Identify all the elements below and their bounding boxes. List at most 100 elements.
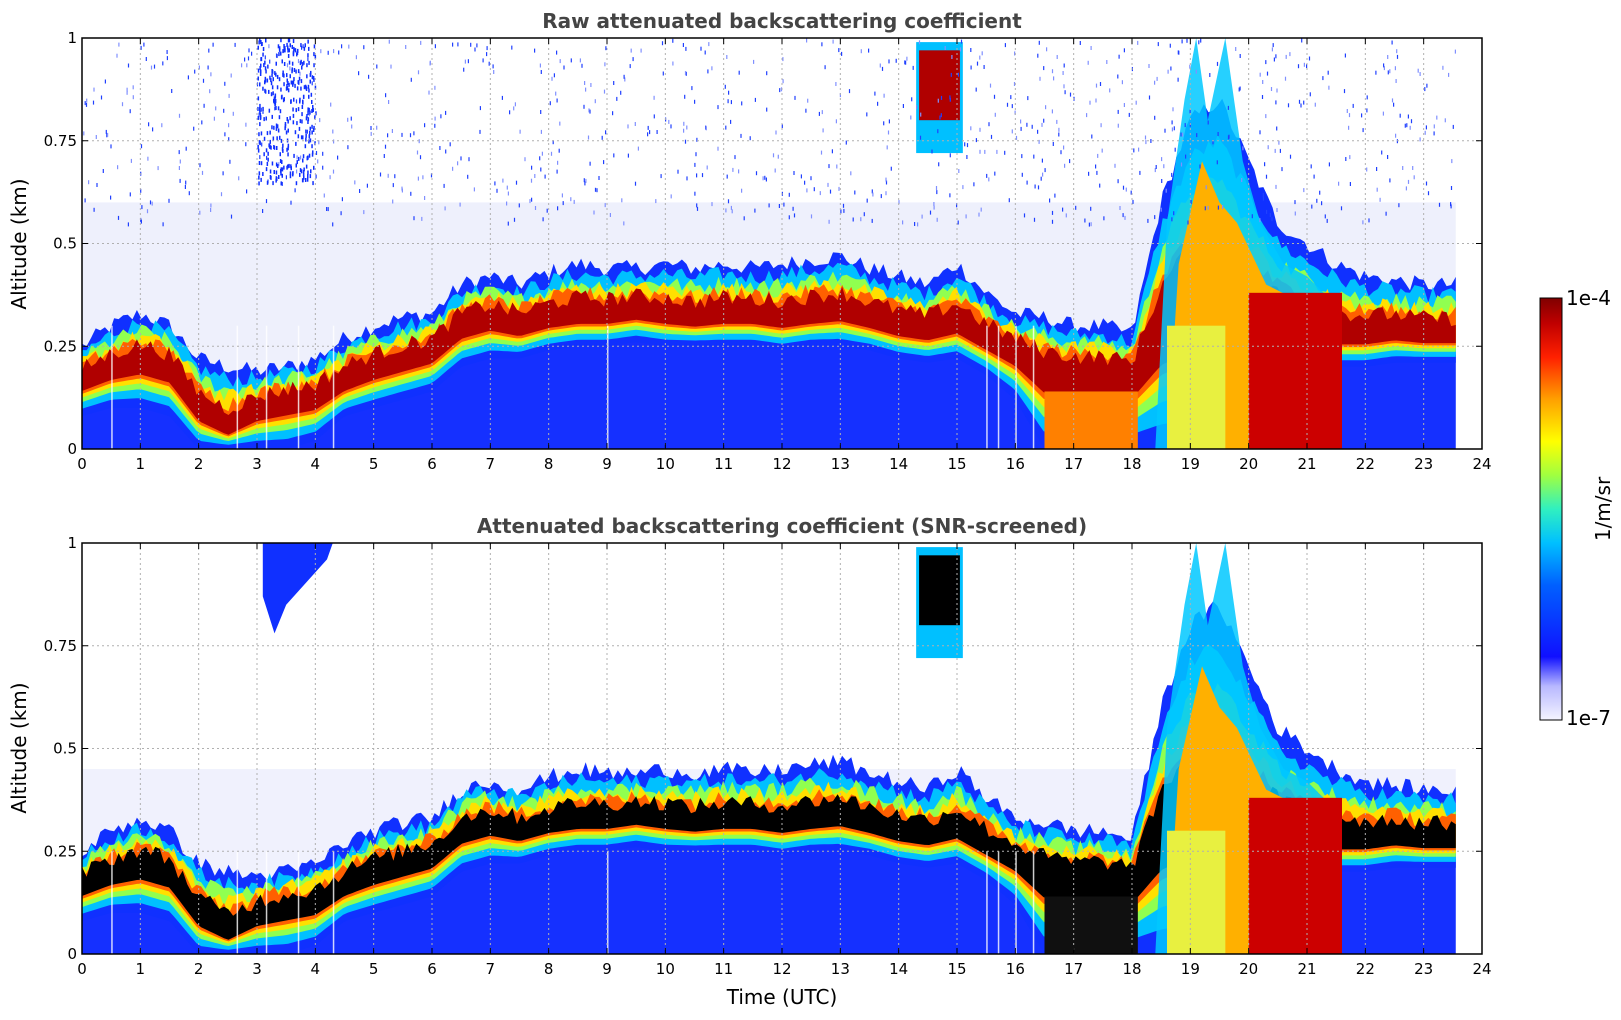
- panel-raw-ylabel: Altitude (km): [7, 178, 31, 309]
- noise-speckle: [289, 43, 291, 48]
- noise-speckle: [270, 145, 272, 150]
- noise-speckle: [1014, 51, 1016, 56]
- noise-speckle: [854, 190, 856, 195]
- noise-speckle: [1287, 103, 1290, 108]
- noise-speckle: [311, 152, 314, 157]
- noise-speckle: [301, 45, 303, 50]
- noise-speckle: [282, 70, 284, 75]
- x-tick-label: 10: [656, 455, 675, 473]
- noise-speckle: [280, 181, 282, 186]
- noise-speckle: [287, 143, 290, 148]
- noise-speckle: [1118, 54, 1120, 59]
- noise-speckle: [314, 115, 316, 120]
- noise-speckle: [1004, 150, 1006, 155]
- noise-speckle: [1395, 79, 1397, 83]
- noise-speckle: [501, 95, 503, 100]
- noise-speckle: [295, 108, 297, 113]
- noise-speckle: [126, 87, 128, 92]
- noise-speckle: [1177, 77, 1179, 82]
- noise-speckle: [251, 51, 253, 56]
- noise-speckle: [623, 221, 625, 226]
- noise-speckle: [289, 66, 291, 71]
- noise-speckle: [271, 69, 273, 73]
- noise-speckle: [1121, 80, 1123, 85]
- noise-speckle: [1396, 49, 1398, 54]
- noise-speckle: [559, 121, 561, 126]
- x-tick-label: 7: [486, 960, 496, 978]
- noise-speckle: [310, 92, 313, 97]
- noise-speckle: [162, 222, 164, 227]
- noise-speckle: [1438, 202, 1441, 207]
- noise-speckle: [443, 183, 445, 188]
- noise-speckle: [295, 163, 297, 168]
- noise-speckle: [1144, 135, 1147, 140]
- noise-speckle: [293, 77, 295, 82]
- noise-speckle: [1349, 182, 1351, 186]
- noise-speckle: [910, 115, 912, 120]
- noise-speckle: [359, 189, 361, 193]
- noise-speckle: [1056, 55, 1058, 59]
- noise-speckle: [110, 195, 112, 200]
- noise-speckle: [1389, 178, 1391, 183]
- x-tick-label: 22: [1356, 455, 1375, 473]
- noise-speckle: [649, 130, 651, 135]
- noise-speckle: [1412, 166, 1414, 170]
- noise-speckle: [463, 67, 465, 72]
- noise-speckle: [1117, 74, 1119, 79]
- noise-speckle: [741, 188, 743, 193]
- noise-speckle: [912, 65, 914, 70]
- noise-speckle: [338, 50, 340, 55]
- noise-speckle: [1020, 119, 1022, 124]
- noise-speckle: [332, 129, 334, 134]
- noise-speckle: [1217, 132, 1219, 136]
- noise-speckle: [162, 61, 164, 66]
- noise-speckle: [792, 206, 794, 211]
- noise-speckle: [311, 130, 313, 135]
- noise-speckle: [514, 102, 516, 107]
- noise-speckle: [694, 162, 696, 167]
- noise-speckle: [470, 42, 472, 47]
- noise-speckle: [1171, 127, 1173, 132]
- noise-speckle: [1049, 198, 1051, 203]
- noise-speckle: [296, 51, 299, 55]
- noise-speckle: [1097, 153, 1099, 158]
- noise-speckle: [1348, 113, 1351, 118]
- noise-speckle: [258, 171, 261, 176]
- noise-speckle: [1294, 211, 1296, 216]
- noise-speckle: [1095, 83, 1098, 88]
- noise-speckle: [286, 73, 288, 78]
- noise-speckle: [315, 174, 317, 179]
- noise-speckle: [287, 54, 290, 58]
- noise-speckle: [299, 99, 301, 104]
- noise-speckle: [323, 193, 325, 198]
- noise-speckle: [1155, 165, 1157, 169]
- noise-speckle: [1064, 90, 1066, 95]
- surface-layer-afternoon: [1044, 896, 1138, 954]
- noise-speckle: [696, 206, 699, 211]
- noise-speckle: [486, 46, 488, 51]
- noise-speckle: [332, 169, 335, 174]
- noise-speckle: [1069, 92, 1072, 97]
- noise-speckle: [394, 174, 396, 179]
- noise-speckle: [295, 99, 298, 104]
- noise-speckle: [1186, 38, 1188, 43]
- noise-speckle: [300, 169, 303, 174]
- noise-speckle: [768, 203, 770, 208]
- noise-speckle: [293, 153, 295, 158]
- noise-speckle: [281, 94, 283, 99]
- noise-speckle: [301, 65, 303, 70]
- noise-speckle: [308, 134, 311, 139]
- noise-speckle: [1424, 87, 1426, 92]
- noise-speckle: [1448, 72, 1450, 77]
- panel-raw-grid: [82, 38, 1482, 449]
- noise-speckle: [265, 116, 267, 121]
- noise-speckle: [327, 207, 329, 212]
- noise-speckle: [885, 180, 888, 185]
- noise-speckle: [296, 169, 298, 174]
- noise-speckle: [872, 192, 874, 197]
- noise-speckle: [938, 162, 940, 167]
- x-tick-label: 18: [1122, 960, 1141, 978]
- noise-speckle: [203, 103, 205, 108]
- noise-speckle: [740, 133, 742, 138]
- noise-speckle: [828, 164, 830, 169]
